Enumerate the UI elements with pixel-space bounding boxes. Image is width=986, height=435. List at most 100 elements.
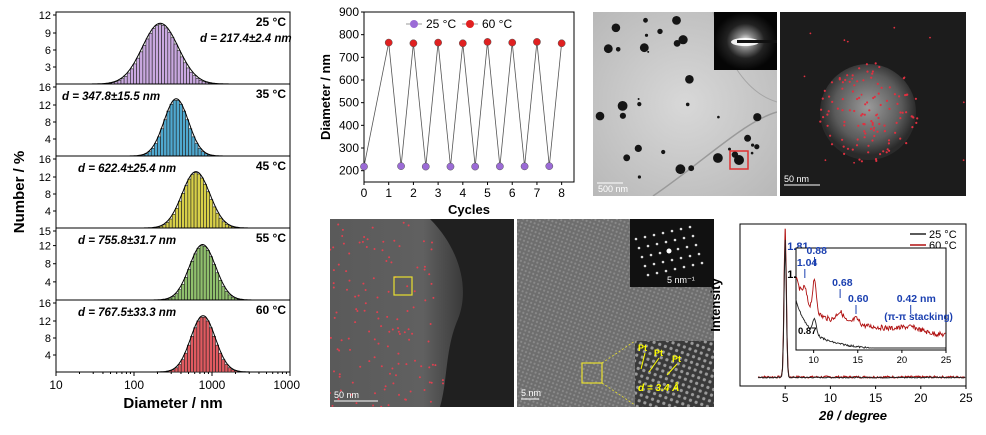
stem-pt-dot (886, 148, 889, 151)
tem-particle (611, 23, 621, 33)
haadf-pt-dot (335, 311, 338, 314)
dls-bar (179, 103, 183, 157)
haadf-pt-dot (430, 282, 433, 285)
dls-bar (130, 68, 134, 85)
stem-pt-dot (830, 143, 834, 146)
fft-spot (664, 240, 668, 244)
stem-bg-dot (860, 93, 863, 96)
fft-spot (691, 234, 695, 238)
fft-scale: 5 nm⁻¹ (667, 275, 695, 285)
cycle-legend-marker (466, 20, 474, 28)
pt-label-3: Pt (672, 354, 681, 364)
haadf-pt-dot (339, 389, 342, 392)
stem-pt-dot (883, 130, 886, 133)
dls-y-tick-label: 15 (39, 226, 51, 238)
dls-bar (224, 291, 229, 301)
tem-particle (615, 47, 621, 52)
xrd-inset-d-label: 0.68 (832, 277, 853, 289)
haadf-pt-dot (376, 296, 379, 299)
dls-y-tick-label: 12 (39, 100, 51, 112)
stem-pt-dot (871, 121, 874, 125)
fft-spot (697, 252, 701, 256)
haadf-pt-dot (423, 268, 426, 271)
haadf-pt-dot (390, 261, 393, 264)
haadf-pt-dot (430, 248, 433, 251)
stem-pt-dot (848, 109, 851, 112)
dls-y-axis-label: Number / % (11, 151, 28, 234)
dls-bar (182, 110, 186, 157)
dls-bar (190, 335, 194, 373)
fft-spot (634, 237, 638, 241)
d-spacing-label: d = 3.4 Å (638, 381, 679, 394)
fft-spot (676, 247, 680, 251)
haadf-pt-dot (340, 339, 343, 342)
cycle-x-tick-label: 8 (558, 186, 565, 200)
stem-pt-dot (851, 90, 854, 93)
xrd-inset-frame (795, 247, 947, 351)
tem-particle (685, 75, 694, 84)
stem-pt-dot (885, 151, 888, 154)
cycle-svg: 200 300 400 500 600 700 800 900 0 1 2 3 4 5 6 7 8 25 °C 60… (318, 5, 575, 217)
stem-pt-dot (841, 98, 844, 101)
haadf-pt-dot (412, 306, 415, 309)
haadf-scale: 50 nm (334, 390, 359, 400)
haadf-pt-dot (359, 365, 362, 368)
haadf-pt-dot (428, 273, 431, 276)
stem-pt-dot (841, 81, 844, 84)
dls-bar (221, 286, 226, 301)
stem-pt-dot (868, 109, 871, 112)
stem-bg-dot (893, 26, 896, 29)
xrd-inset-d-label: 0.60 (848, 293, 869, 305)
dls-bar (202, 316, 207, 373)
dls-bar (183, 62, 187, 85)
tem-particle (744, 134, 752, 142)
dls-bar (178, 200, 182, 229)
stem-pt-dot (864, 132, 867, 135)
haadf-pt-dot (330, 248, 332, 251)
stem-pt-dot (877, 116, 880, 120)
xrd-inset-black-label: 0.87 (798, 326, 817, 337)
haadf-pt-dot (397, 327, 399, 330)
stem-pt-dot (866, 101, 869, 104)
tem-particle (639, 43, 649, 53)
dls-bar (160, 128, 165, 157)
haadf-pt-dot (373, 356, 376, 359)
haadf-pt-dot (402, 221, 405, 224)
dls-bar (180, 283, 185, 301)
stem-pt-dot (843, 120, 846, 123)
haadf-pt-dot (380, 325, 383, 328)
stem-pt-dot (895, 121, 898, 124)
stem-bg-dot (803, 75, 806, 78)
stem-pt-dot (915, 121, 918, 124)
xrd-inset-x-tick-label: 20 (897, 355, 908, 366)
haadf-pt-dot (428, 381, 431, 384)
stem-pt-dot (841, 138, 844, 141)
stem-pt-dot (899, 111, 902, 114)
dls-bar (171, 296, 176, 301)
stem-pt-dot (905, 111, 908, 114)
haadf-pt-dot (387, 404, 390, 407)
stem-pt-dot (905, 93, 908, 96)
stem-pt-dot (827, 110, 830, 113)
dls-bar (227, 294, 232, 301)
dls-bar (224, 364, 229, 373)
haadf-pt-dot (381, 249, 384, 252)
dls-bar (154, 143, 158, 157)
haadf-pt-dot (430, 381, 433, 384)
haadf-pt-dot (363, 236, 366, 238)
tem-particle (672, 16, 681, 25)
stem-pt-dot (830, 81, 834, 84)
dls-bar (187, 344, 191, 373)
dls-temperature: 25 °C (256, 15, 286, 29)
fft-spot (679, 227, 683, 231)
cycle-plot-frame (363, 11, 575, 183)
dls-svg: 12 9 6 3 25 °C d = 217.4±2.4 nm 16 12 8 4 35 °C d =… (11, 10, 307, 412)
stem-pt-dot (899, 117, 902, 120)
dls-bar (184, 352, 188, 373)
dls-mean-diameter: d = 217.4±2.4 nm (200, 33, 292, 45)
stem-pt-dot (899, 137, 902, 140)
stem-pt-dot (826, 124, 829, 127)
cycle-x-tick-label: 4 (459, 186, 466, 200)
dls-bar (184, 185, 189, 229)
